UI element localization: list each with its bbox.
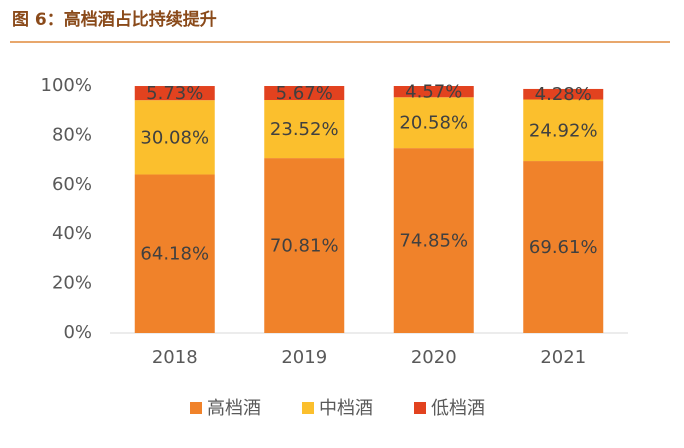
bar-segment [264,86,345,101]
value-label: 23.52% [270,119,339,140]
x-tick-label: 2021 [540,347,586,368]
value-label: 74.85% [399,231,468,252]
legend-label: 低档酒 [431,398,485,419]
legend-label: 中档酒 [319,398,373,419]
bar-segment [264,100,345,159]
legend-swatch [414,402,426,414]
bar-segment [393,148,474,333]
x-tick-label: 2018 [152,347,198,368]
value-label: 70.81% [270,236,339,257]
value-label: 69.61% [529,237,598,258]
y-tick-label: 20% [52,273,92,294]
y-tick-label: 100% [41,75,92,96]
y-tick-label: 60% [52,174,92,195]
bar-segment [134,86,215,101]
y-tick-label: 40% [52,223,92,244]
value-label: 20.58% [399,113,468,134]
legend-swatch [302,402,314,414]
value-label: 24.92% [529,120,598,141]
legend-swatch [190,402,202,414]
y-tick-label: 0% [63,322,92,343]
y-tick-label: 80% [52,124,92,145]
value-label: 4.28% [535,84,592,105]
value-label: 5.73% [146,83,203,104]
chart-title: 图 6：高档酒占比持续提升 [12,9,217,30]
bar-segment [264,158,345,333]
bar-segment [134,100,215,175]
bar-segment [523,161,604,333]
x-tick-label: 2019 [281,347,327,368]
legend-label: 高档酒 [207,398,261,419]
value-label: 64.18% [140,244,209,265]
value-label: 4.57% [405,82,462,103]
bar-segment [134,174,215,333]
x-tick-label: 2020 [411,347,457,368]
value-label: 30.08% [140,127,209,148]
bar-segment [393,86,474,98]
bar-segment [523,88,604,100]
value-label: 5.67% [276,83,333,104]
bar-segment [523,99,604,162]
bar-segment [393,97,474,149]
